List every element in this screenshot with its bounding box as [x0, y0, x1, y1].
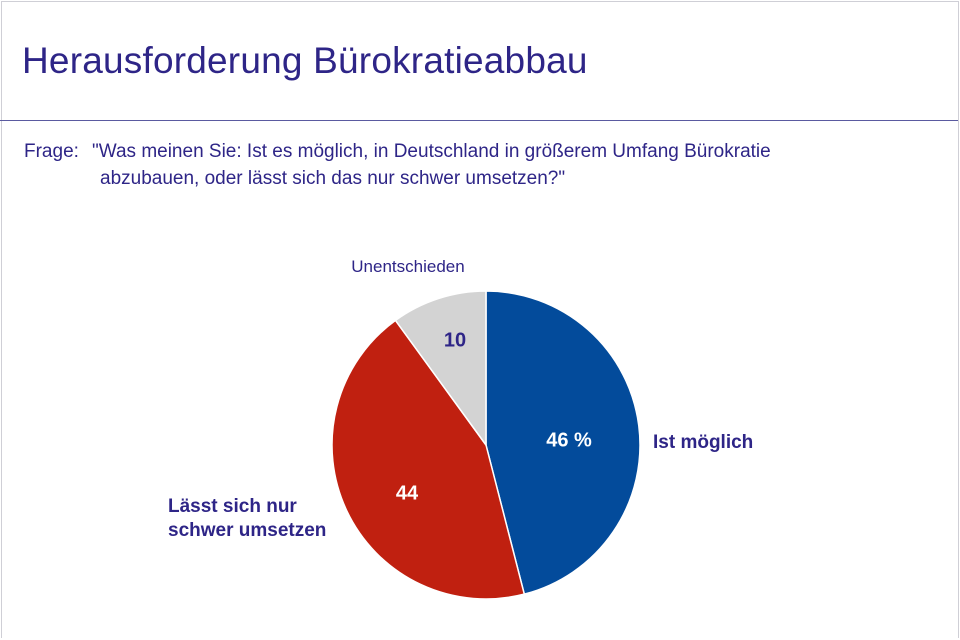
question-line-1: "Was meinen Sie: Ist es möglich, in Deut… [92, 141, 771, 162]
slice-category-label-2: Lässt sich nur schwer umsetzen [168, 496, 326, 541]
page-title: Herausforderung Bürokratieabbau [22, 40, 588, 81]
slice-category-label-3: Unentschieden [351, 257, 464, 276]
slice-category-label-1: Ist möglich [653, 432, 753, 453]
slice-value-label-2: 44 [396, 482, 419, 504]
pie-slice-3 [394, 290, 487, 448]
pie-slice-2 [331, 319, 526, 600]
title-divider [0, 120, 958, 121]
question-label: Frage: [24, 141, 79, 162]
question-text: "Was meinen Sie: Ist es möglich, in Deut… [92, 138, 892, 192]
slice-category-label-line: schwer umsetzen [168, 520, 326, 541]
question-line-2: abzubauen, oder lässt sich das nur schwe… [100, 168, 566, 189]
pie-slice-1 [485, 290, 641, 596]
slice-value-label-1: 46 % [546, 429, 592, 451]
slice-category-label-line: Unentschieden [351, 257, 464, 276]
slice-category-label-line: Ist möglich [653, 432, 753, 453]
slice-value-label-3: 10 [444, 329, 466, 351]
slice-category-label-line: Lässt sich nur [168, 496, 297, 517]
